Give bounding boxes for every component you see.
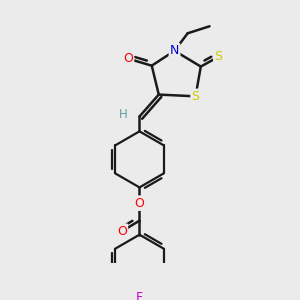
Text: O: O: [117, 225, 127, 238]
Text: O: O: [135, 197, 144, 210]
Text: O: O: [123, 52, 133, 65]
Text: F: F: [136, 291, 143, 300]
Text: S: S: [191, 90, 200, 103]
Text: H: H: [118, 108, 127, 121]
Text: S: S: [214, 50, 222, 63]
Text: N: N: [170, 44, 179, 57]
